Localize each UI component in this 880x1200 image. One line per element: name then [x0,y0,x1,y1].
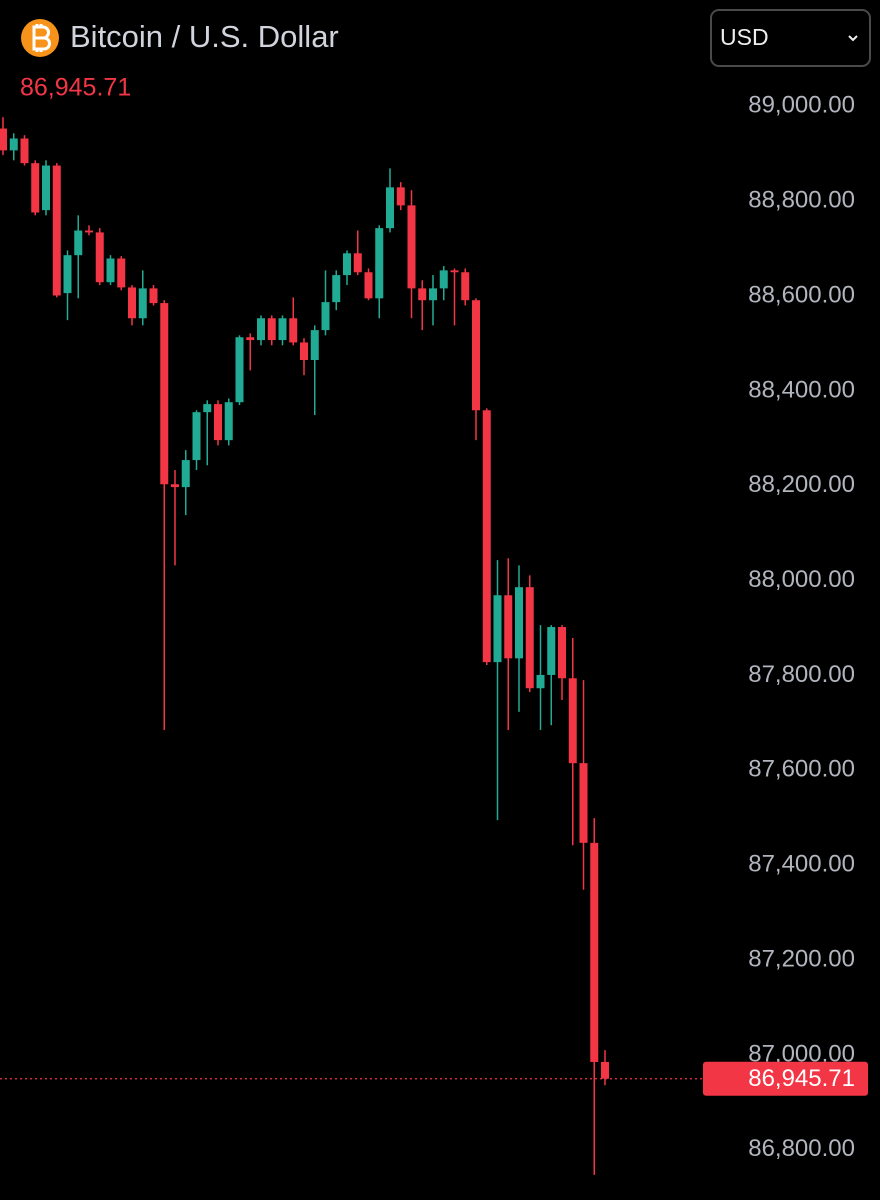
candle-body [332,275,341,303]
candle-body [106,258,115,283]
candle-body [52,165,61,296]
candle-body [472,300,480,411]
y-tick-label: 87,600.00 [748,756,855,783]
candle-body [450,270,459,273]
y-tick-label: 88,200.00 [748,471,855,498]
candle-body [375,228,384,299]
candle-body [504,595,513,659]
candle-body [0,128,7,151]
y-tick-label: 88,800.00 [748,187,855,214]
y-tick-label: 87,800.00 [748,661,855,688]
header: Bitcoin / U.S. Dollar 86,945.71 USD [20,9,871,102]
candle-body [267,318,276,341]
candle-body [74,230,83,256]
candle-body [42,165,50,211]
coin-glyph [32,24,51,52]
candle-body [343,253,351,276]
candle-body [364,272,373,299]
candle-body [386,187,394,229]
candle-body [396,187,405,206]
y-tick-label: 88,400.00 [748,376,855,403]
candle-body [257,318,265,341]
candle-body [515,587,523,659]
currency-select[interactable] [710,9,871,67]
candle-body [235,337,244,403]
candle-body [171,484,179,488]
candle-body [439,270,448,289]
candle-body [601,1061,609,1079]
candle-body [590,842,599,1062]
candle-body [289,318,298,343]
candle-body [300,342,308,360]
candle-body [160,303,169,485]
candle-body [85,230,93,233]
candle-body [568,678,577,764]
candle-body [461,272,470,301]
price-tag [703,1061,868,1096]
last-price: 86,945.71 [20,74,131,102]
candle-body [321,302,330,331]
candle-body [192,412,201,461]
candle-body [429,288,437,301]
plot-area: 86,800.0087,000.0087,200.0087,400.0087,6… [0,92,870,1175]
candle-body [418,288,427,301]
candle-body [138,288,147,319]
chart-title: Bitcoin / U.S. Dollar [70,19,339,54]
price-tag-label: 86,945.71 [748,1065,855,1092]
candle-body [203,404,212,413]
candle-body [536,674,545,689]
y-tick-label: 87,200.00 [748,945,855,972]
candle-body [547,627,556,675]
currency-label[interactable]: USD [720,24,769,50]
y-tick-label: 88,600.00 [748,281,855,308]
chevron[interactable] [848,35,858,42]
candle-body [63,255,72,294]
candle-body [525,587,534,689]
candle-body [214,404,222,441]
candle-body [310,330,319,360]
candle-body [482,410,491,663]
candle-body [149,288,158,304]
y-tick-label: 87,400.00 [748,851,855,878]
candle-body [95,232,104,283]
candle-body [224,402,233,441]
candle-body [407,205,416,289]
candle-body [181,460,190,488]
candle-body [246,337,255,341]
y-tick-label: 88,000.00 [748,566,855,593]
y-tick-label: 86,800.00 [748,1135,855,1162]
candle-body [117,258,126,288]
candle-body [558,627,566,679]
candle-body [20,138,29,164]
y-tick-label: 89,000.00 [748,92,855,119]
candle-body [9,138,18,151]
candle-body [128,287,136,319]
candle-body [31,163,40,213]
candle-body [493,595,502,663]
candle-body [353,253,362,273]
candle-body [579,763,588,843]
candle-body [278,318,287,341]
